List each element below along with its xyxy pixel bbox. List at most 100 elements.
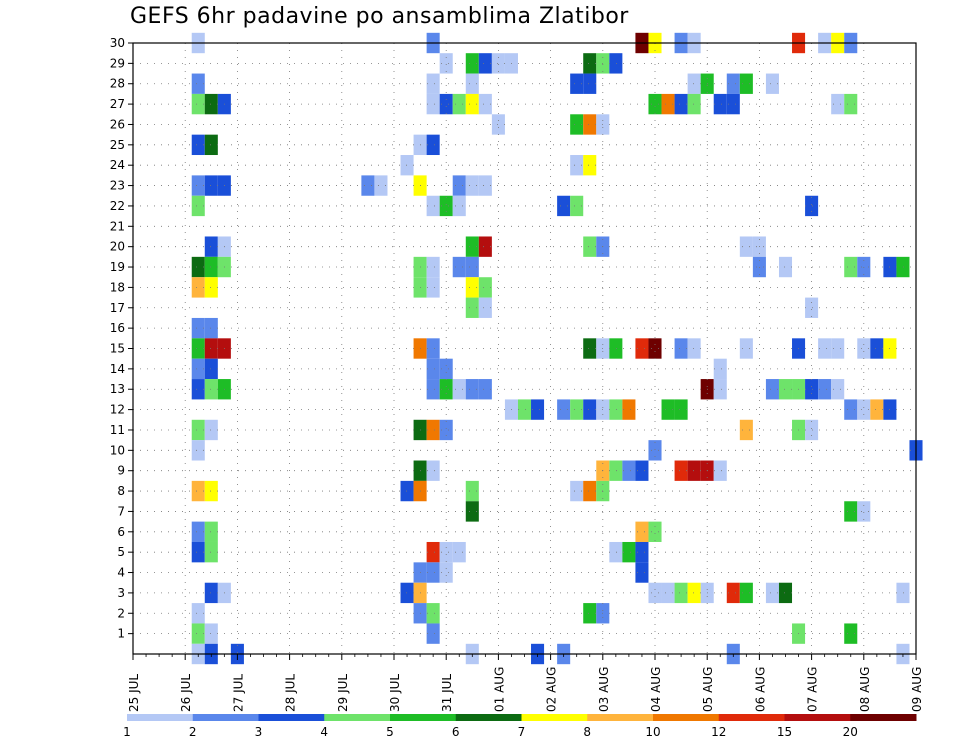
color-legend: 1 2 3 4 5 6 7 8 10 12 15 20 — [123, 714, 917, 739]
heatmap-cell — [204, 134, 218, 156]
y-tick-label: 18 — [110, 280, 125, 294]
heatmap-cell — [452, 195, 466, 217]
heatmap-cell — [739, 73, 753, 94]
heatmap-cell — [844, 256, 858, 278]
heatmap-cell — [439, 541, 453, 563]
heatmap-cell — [204, 582, 218, 604]
legend-label: 1 — [123, 725, 131, 739]
heatmap-cell — [204, 338, 218, 359]
heatmap-cell — [204, 256, 218, 278]
heatmap-cell — [661, 582, 675, 604]
heatmap-cell — [204, 480, 218, 502]
y-tick-label: 10 — [110, 443, 125, 457]
heatmap-cell — [844, 623, 858, 644]
y-tick-label: 15 — [110, 342, 125, 356]
heatmap-cell — [465, 379, 479, 400]
heatmap-cell — [426, 195, 440, 217]
heatmap-cell — [687, 582, 701, 604]
heatmap-cell — [674, 460, 688, 481]
legend-label: 20 — [843, 725, 858, 739]
heatmap-cell — [674, 93, 688, 115]
heatmap-cell — [622, 460, 636, 481]
heatmap-cell — [805, 195, 819, 217]
y-tick-label: 4 — [117, 566, 125, 580]
x-tick-label: 09 AUG — [910, 667, 924, 712]
heatmap-cell — [661, 93, 675, 115]
legend-label: 5 — [386, 725, 394, 739]
heatmap-cell — [844, 501, 858, 522]
heatmap-cell — [439, 195, 453, 217]
heatmap-cell — [204, 175, 218, 196]
heatmap-cell — [831, 338, 845, 359]
legend-label: 10 — [645, 725, 660, 739]
heatmap-cell — [426, 256, 440, 278]
legend-label: 8 — [583, 725, 591, 739]
heatmap-cell — [426, 93, 440, 115]
y-tick-label: 26 — [110, 117, 125, 131]
heatmap-cell — [713, 358, 727, 380]
heatmap-cell — [583, 53, 597, 74]
heatmap-cell — [426, 379, 440, 400]
legend-label: 15 — [777, 725, 792, 739]
heatmap-cell — [844, 399, 858, 420]
heatmap-cell — [609, 399, 623, 420]
heatmap-cell — [452, 541, 466, 563]
legend-label: 12 — [711, 725, 726, 739]
legend-label: 3 — [255, 725, 263, 739]
y-tick-label: 7 — [117, 504, 125, 518]
heatmap-cell — [439, 379, 453, 400]
heatmap-cell — [778, 256, 793, 278]
heatmap-cell — [191, 338, 205, 359]
y-tick-label: 1 — [117, 627, 125, 641]
legend-swatch — [718, 714, 785, 721]
heatmap-cell — [191, 93, 205, 115]
heatmap-cell — [400, 155, 414, 176]
heatmap-cell — [191, 521, 205, 542]
x-tick-label: 07 AUG — [806, 667, 820, 712]
heatmap-cell — [191, 623, 205, 644]
y-tick-label: 23 — [110, 179, 125, 193]
y-axis: 1234567891011121314151617181920212223242… — [110, 36, 133, 641]
heatmap-cell — [687, 93, 701, 115]
x-tick-label: 08 AUG — [858, 667, 872, 712]
x-tick-label: 01 AUG — [492, 667, 506, 712]
heatmap-cell — [191, 419, 205, 441]
heatmap-cell — [896, 582, 910, 604]
y-tick-label: 11 — [110, 423, 125, 437]
heatmap-cell — [204, 521, 218, 542]
heatmap-cell — [622, 541, 636, 563]
x-tick-label: 04 AUG — [649, 667, 663, 712]
heatmap-cell — [857, 399, 871, 420]
x-tick-label: 26 JUL — [179, 674, 193, 712]
heatmap-cell — [426, 338, 440, 359]
heatmap-cell — [426, 460, 440, 481]
heatmap-cell — [583, 603, 597, 624]
heatmap-cell — [204, 93, 218, 115]
heatmap-cell — [857, 501, 871, 522]
heatmap-cell — [478, 236, 492, 257]
heatmap-cell — [609, 53, 623, 74]
heatmap-cell — [204, 541, 218, 563]
x-tick-label: 25 JUL — [127, 674, 141, 712]
heatmap-cell — [778, 582, 793, 604]
heatmap-cell — [818, 338, 832, 359]
legend-swatch — [390, 714, 457, 721]
heatmap-cell — [204, 379, 218, 400]
heatmap-cell — [426, 562, 440, 583]
heatmap-cell — [896, 256, 910, 278]
heatmap-cell — [635, 521, 649, 542]
x-tick-label: 30 JUL — [388, 674, 402, 712]
heatmap-cell — [765, 582, 779, 604]
heatmap-cell — [805, 419, 819, 441]
y-tick-label: 30 — [110, 36, 125, 50]
heatmap-cell — [478, 93, 492, 115]
heatmap-cell — [713, 379, 727, 400]
heatmap-cell — [491, 53, 505, 74]
heatmap-cell — [400, 480, 414, 502]
legend-swatch — [258, 714, 325, 721]
heatmap-cell — [426, 277, 440, 298]
heatmap-cell — [426, 541, 440, 563]
heatmap-cell — [583, 480, 597, 502]
heatmap-cell — [439, 419, 453, 441]
heatmap-cell — [570, 73, 584, 94]
